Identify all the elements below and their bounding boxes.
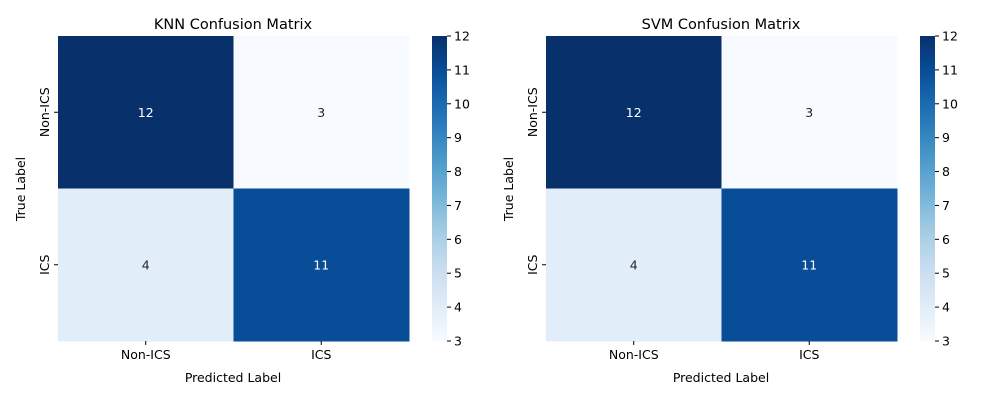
knn-colorbar-tick-label-0: 3 bbox=[454, 334, 462, 349]
knn-cell-value-0-0: 12 bbox=[138, 105, 154, 120]
knn-title: KNN Confusion Matrix bbox=[154, 17, 313, 33]
svm-colorbar-tick-label-7: 10 bbox=[942, 96, 958, 111]
svm-title: SVM Confusion Matrix bbox=[642, 17, 801, 33]
knn-colorbar-tick-label-9: 12 bbox=[454, 29, 470, 44]
knn-cell-0-1 bbox=[233, 36, 410, 189]
knn-colorbar-tick-label-1: 4 bbox=[454, 300, 462, 315]
svm-chart: SVM Confusion Matrix 12 3 4 11 Non-ICS ICS Non… bbox=[501, 17, 958, 385]
svm-cell-0-1 bbox=[721, 36, 898, 189]
knn-cell-0-0 bbox=[58, 36, 234, 189]
svm-cell-1-1 bbox=[721, 188, 898, 342]
knn-heatmap: 12 3 4 11 Non-ICS ICS Non-ICS ICS bbox=[37, 36, 410, 362]
knn-x-tick-label-1: ICS bbox=[311, 347, 331, 362]
knn-x-axis-label: Predicted Label bbox=[185, 370, 281, 385]
knn-colorbar-tick-label-3: 6 bbox=[454, 232, 462, 247]
svm-colorbar: 3 4 5 6 7 8 9 10 11 12 bbox=[920, 29, 958, 349]
svm-cell-0-0 bbox=[546, 36, 722, 189]
knn-y-tick-label-0: Non-ICS bbox=[37, 87, 52, 137]
svm-colorbar-tick-label-6: 9 bbox=[942, 130, 950, 145]
knn-y-axis-label: True Label bbox=[13, 157, 28, 222]
knn-y-tick-label-1: ICS bbox=[37, 255, 52, 275]
svm-cell-1-0 bbox=[546, 188, 722, 342]
svm-colorbar-tick-label-1: 4 bbox=[942, 300, 950, 315]
svm-cell-value-0-1: 3 bbox=[805, 105, 813, 120]
svm-cell-value-1-0: 4 bbox=[630, 257, 638, 272]
knn-colorbar-tick-label-8: 11 bbox=[454, 62, 470, 77]
knn-colorbar-tick-label-4: 7 bbox=[454, 198, 462, 213]
svm-cell-value-1-1: 11 bbox=[801, 257, 817, 272]
svm-colorbar-tick-label-0: 3 bbox=[942, 334, 950, 349]
knn-colorbar: 3 4 5 6 7 8 9 10 11 12 bbox=[432, 29, 470, 349]
svm-y-tick-label-0: Non-ICS bbox=[525, 87, 540, 137]
knn-x-tick-label-0: Non-ICS bbox=[121, 347, 171, 362]
knn-colorbar-gradient bbox=[432, 36, 447, 341]
svm-colorbar-tick-label-5: 8 bbox=[942, 164, 950, 179]
knn-colorbar-tick-label-7: 10 bbox=[454, 96, 470, 111]
svm-x-tick-label-0: Non-ICS bbox=[609, 347, 659, 362]
svm-x-axis-label: Predicted Label bbox=[673, 370, 769, 385]
knn-colorbar-tick-label-2: 5 bbox=[454, 266, 462, 281]
knn-cell-value-1-1: 11 bbox=[313, 257, 329, 272]
knn-cell-1-0 bbox=[58, 188, 234, 342]
svm-colorbar-tick-label-2: 5 bbox=[942, 266, 950, 281]
svm-heatmap: 12 3 4 11 Non-ICS ICS Non-ICS ICS bbox=[525, 36, 898, 362]
svm-y-tick-label-1: ICS bbox=[525, 255, 540, 275]
knn-cell-value-1-0: 4 bbox=[142, 257, 150, 272]
svm-y-axis-label: True Label bbox=[501, 157, 516, 222]
svm-cell-value-0-0: 12 bbox=[626, 105, 642, 120]
knn-cell-value-0-1: 3 bbox=[317, 105, 325, 120]
svm-colorbar-tick-label-9: 12 bbox=[942, 29, 958, 44]
knn-colorbar-tick-label-6: 9 bbox=[454, 130, 462, 145]
knn-cell-1-1 bbox=[233, 188, 410, 342]
svm-colorbar-tick-label-8: 11 bbox=[942, 62, 958, 77]
knn-chart: KNN Confusion Matrix 12 3 4 11 Non-ICS ICS Non… bbox=[13, 17, 470, 385]
svm-colorbar-gradient bbox=[920, 36, 935, 341]
svm-x-tick-label-1: ICS bbox=[799, 347, 819, 362]
svm-colorbar-tick-label-4: 7 bbox=[942, 198, 950, 213]
svm-colorbar-tick-label-3: 6 bbox=[942, 232, 950, 247]
knn-colorbar-tick-label-5: 8 bbox=[454, 164, 462, 179]
